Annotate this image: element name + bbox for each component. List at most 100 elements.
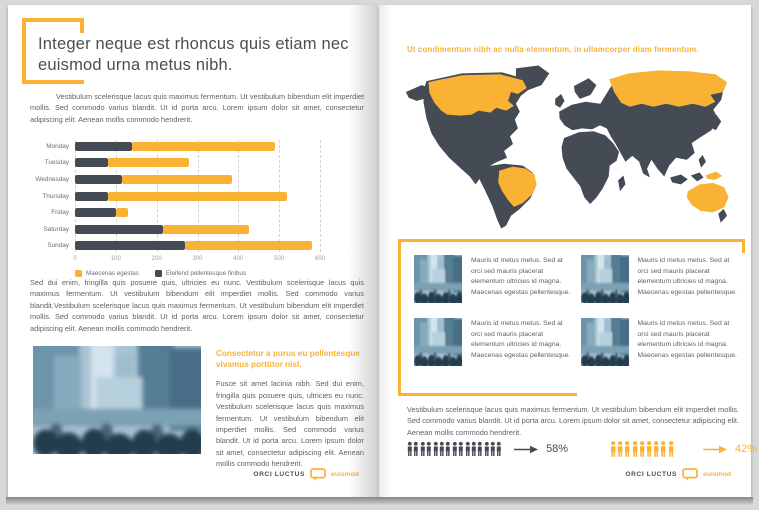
bar-segment: [121, 174, 233, 184]
world-map: [399, 61, 733, 233]
map-indonesia-east: [690, 172, 704, 182]
person-icon: [452, 441, 457, 456]
chart-row: Thursday: [30, 188, 330, 205]
bar-segment: [162, 224, 249, 234]
bar-segment: [75, 224, 163, 234]
right-body-paragraph: Vestibulum scelerisque lacus quis maximu…: [407, 405, 739, 437]
axis-tick-label: 600: [314, 256, 326, 263]
chart-row: Wednesday: [30, 171, 330, 188]
axis-tick-label: 100: [110, 256, 121, 263]
legend-swatch: [75, 270, 82, 278]
map-japan: [710, 114, 722, 131]
chart-row: Friday: [30, 204, 330, 221]
callout-photo: [580, 318, 629, 366]
map-australia-highlight: [686, 182, 729, 213]
person-icon: [478, 441, 483, 456]
brand-tagline: euismod: [331, 471, 359, 478]
category-label: Friday: [51, 209, 69, 217]
chart-row: Saturday: [30, 221, 330, 238]
percentage-label: 42%: [734, 443, 758, 455]
callout-text: Mauris id metus metus. Sed at orci sed m…: [637, 257, 737, 296]
page-right: Ut condimentum nibh ac nulla elementum, …: [379, 5, 757, 497]
photo-graphic: [414, 255, 462, 303]
person-icons: [407, 441, 502, 457]
map-scandinavia: [573, 78, 597, 99]
bar-segment: [107, 191, 288, 201]
person-icon: [420, 441, 425, 456]
person-icon: [426, 441, 431, 456]
person-icon: [471, 441, 476, 456]
person-icon: [407, 441, 412, 456]
pictograph-group: 58%: [407, 441, 568, 457]
callout-photo: [580, 255, 629, 303]
stacked-bar-chart: Monday Tuesday Wednesday Thursday Friday Satu…: [30, 138, 330, 278]
callout-photo: [414, 318, 462, 366]
speech-bubble-icon: [682, 468, 698, 481]
person-icon: [484, 441, 489, 456]
callout-photo: [414, 255, 462, 303]
legend-item: Eleifend pellentesque finibus: [154, 270, 246, 278]
brand-name: ORCI LUCTUS: [625, 471, 678, 478]
person-icon: [661, 441, 666, 457]
callout-item: Mauris id metus metus. Sed at orci sed m…: [414, 318, 571, 366]
chart-row: Tuesday: [30, 155, 330, 172]
photo-graphic: [414, 318, 462, 366]
person-icon: [465, 441, 470, 456]
bar-segment: [185, 241, 312, 251]
section-heading: Ut condimentum nibh ac nulla elementum, …: [407, 45, 699, 54]
page-title: Integer neque est rhoncus quis etiam nec…: [38, 35, 349, 74]
chart-row: Monday: [30, 138, 330, 155]
page-stack-shadow: [6, 497, 753, 505]
chart-rows: Monday Tuesday Wednesday Thursday Friday Satu…: [30, 138, 330, 254]
person-icon: [625, 441, 630, 457]
map-philippines: [698, 154, 706, 168]
person-icon: [647, 441, 652, 457]
arrow-right-icon: [702, 445, 727, 453]
axis-tick-label: 200: [151, 256, 162, 263]
bar-segment: [75, 191, 108, 201]
map-uk: [555, 93, 565, 108]
category-label: Sunday: [47, 242, 69, 250]
person-icons: [610, 441, 674, 457]
axis-tick-label: 400: [233, 256, 244, 263]
legend-item: Maecenas egestas: [75, 270, 139, 278]
person-icon: [446, 441, 451, 456]
person-icon: [433, 441, 438, 456]
map-russia-highlight: [609, 70, 728, 107]
brand-name: ORCI LUCTUS: [253, 471, 306, 478]
map-canada-highlight: [428, 74, 527, 116]
page-left: Integer neque est rhoncus quis etiam nec…: [8, 5, 379, 497]
axis-tick-label: 300: [192, 256, 203, 263]
axis-tick-label: 500: [274, 256, 285, 263]
category-label: Thursday: [42, 192, 69, 200]
bar-segment: [75, 208, 116, 218]
axis-tick-label: 0: [73, 256, 77, 263]
street-crowd-photo: [33, 346, 201, 454]
category-label: Tuesday: [44, 159, 69, 167]
person-icon: [490, 441, 495, 456]
callout-item: Mauris id metus metus. Sed at orci sed m…: [580, 318, 738, 366]
category-label: Monday: [46, 142, 69, 150]
chart-x-axis: 0 100 200 300 400 500 600: [73, 256, 325, 266]
body-paragraph: Sed dui enim, fringilla quis posuere qui…: [30, 278, 364, 333]
map-africa: [561, 131, 620, 204]
category-label: Saturday: [43, 225, 69, 233]
arrow-right-icon: [514, 445, 539, 453]
bar-segment: [75, 174, 122, 184]
person-icon: [414, 441, 419, 456]
map-new-zealand: [718, 208, 728, 223]
photo-graphic: [580, 255, 629, 303]
person-icon: [439, 441, 444, 456]
person-icon: [639, 441, 645, 457]
map-madagascar: [618, 175, 626, 192]
feature-heading: Consectetur a purus eu pellentesque viva…: [216, 349, 360, 370]
legend-swatch: [154, 270, 162, 278]
bar-segment: [107, 158, 190, 168]
heading-bracket-decoration: [22, 18, 84, 84]
map-new-guinea-highlight: [705, 171, 723, 180]
intro-paragraph: Vestibulum scelerisque lacus quis maximu…: [30, 92, 364, 124]
feature-section: Consectetur a purus eu pellentesque viva…: [33, 346, 364, 470]
world-map-graphic: [405, 65, 729, 229]
page-footer: ORCI LUCTUS euismod: [625, 468, 731, 481]
